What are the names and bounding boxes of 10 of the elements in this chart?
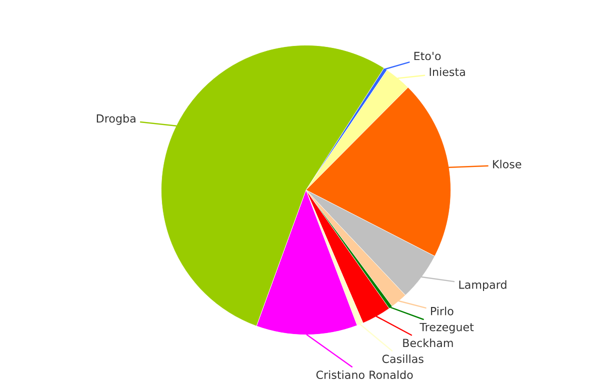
slice-label: Pirlo bbox=[431, 306, 454, 316]
slice-label: Drogba bbox=[96, 114, 136, 125]
slice-label: Iniesta bbox=[430, 67, 465, 76]
slice-label: Beckham bbox=[403, 338, 453, 348]
slice-label: Klose bbox=[493, 160, 522, 168]
slice-label: Lampard bbox=[459, 280, 506, 292]
slice-label: Eto'o bbox=[414, 52, 441, 60]
slice-label: Trezeguet bbox=[420, 322, 474, 334]
slice-label: Cristiano Ronaldo bbox=[316, 370, 413, 380]
slice-label: Casillas bbox=[382, 354, 424, 364]
